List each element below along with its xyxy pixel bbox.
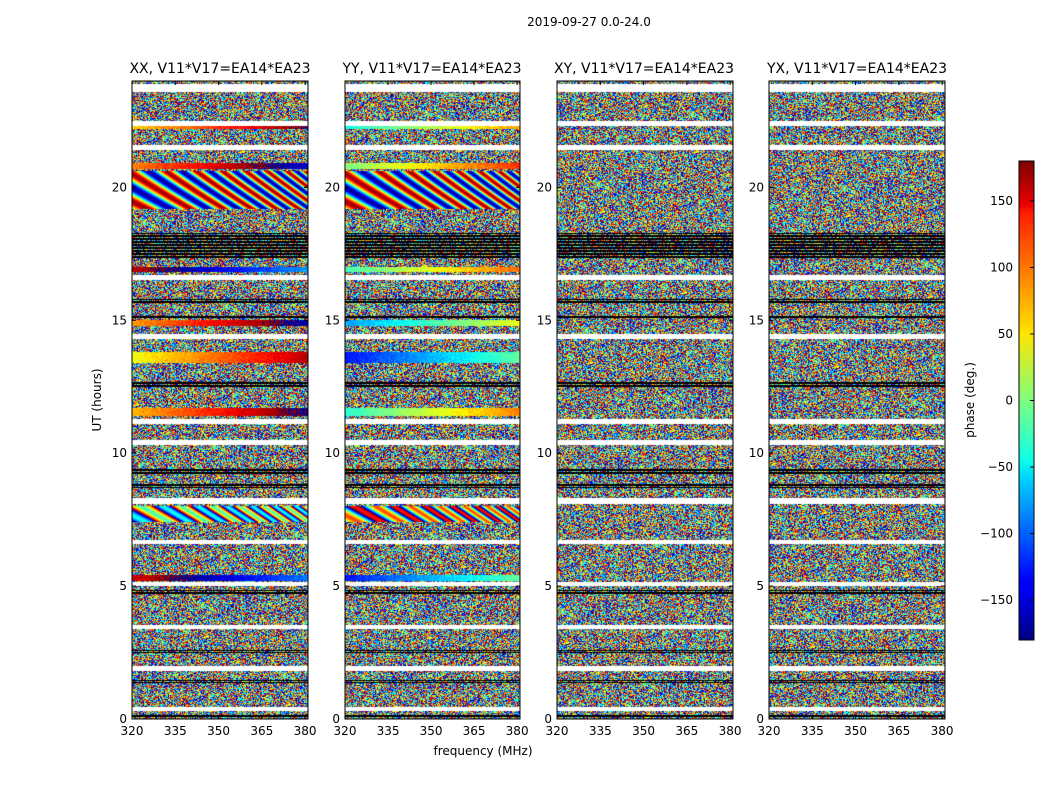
panel-title: XY, V11*V17=EA14*EA23 [554,61,734,77]
heatmap-yy [345,81,520,719]
y-axis-label: UT (hours) [90,368,104,431]
y-tick-label: 20 [325,180,340,194]
x-tick-label: 320 [758,724,781,738]
colorbar-tick-label: 150 [990,194,1013,208]
x-tick-label: 335 [164,724,187,738]
colorbar-tick-label: 100 [990,260,1013,274]
x-ticks: 320 335 350 365 380 [758,81,954,738]
y-tick-label: 20 [112,180,127,194]
y-tick-label: 20 [537,180,552,194]
panel-title: XX, V11*V17=EA14*EA23 [129,61,310,77]
x-tick-label: 365 [250,724,273,738]
y-tick-label: 15 [112,313,127,327]
x-tick-label: 365 [463,724,486,738]
colorbar-tick-label: −50 [988,460,1013,474]
x-tick-label: 350 [207,724,230,738]
y-tick-label: 0 [332,712,340,726]
y-tick-label: 0 [544,712,552,726]
y-tick-label: 0 [756,712,764,726]
heatmap-xx [132,81,308,719]
y-tick-label: 10 [112,446,127,460]
y-tick-label: 5 [119,579,127,593]
x-tick-label: 380 [294,724,317,738]
x-tick-label: 365 [887,724,910,738]
panel-xy: XY, V11*V17=EA14*EA23 320 335 350 365 380 0 5… [537,61,742,738]
x-tick-label: 380 [506,724,529,738]
panel-yx: YX, V11*V17=EA14*EA23 320 335 350 365 380 0 5… [749,61,954,738]
x-tick-label: 335 [377,724,400,738]
colorbar-label: phase (deg.) [963,362,977,438]
y-tick-label: 0 [119,712,127,726]
axes-frame [344,80,521,720]
x-tick-label: 320 [121,724,144,738]
y-tick-label: 20 [749,180,764,194]
axes-frame [131,80,309,720]
colorbar-tick-label: 0 [1005,394,1013,408]
y-ticks: 0 5 10 15 20 [537,180,733,726]
y-tick-label: 10 [537,446,552,460]
figure-suptitle: 2019-09-27 0.0-24.0 [527,15,651,29]
colorbar-ticks: −150 −100 −50 0 50 100 150 [980,194,1034,607]
panel-yy: YY, V11*V17=EA14*EA23 320 335 350 365 380 0 5… [325,61,529,738]
y-ticks: 0 5 10 15 20 [749,180,945,726]
x-axis-label: frequency (MHz) [433,744,532,758]
y-tick-label: 5 [332,579,340,593]
y-tick-label: 5 [756,579,764,593]
colorbar-tick-label: −100 [980,527,1013,541]
x-tick-label: 320 [334,724,357,738]
y-tick-label: 10 [325,446,340,460]
y-tick-label: 10 [749,446,764,460]
x-tick-label: 320 [546,724,569,738]
axes-frame [556,80,734,720]
y-ticks: 0 5 10 15 20 [325,180,520,726]
y-tick-label: 15 [749,313,764,327]
heatmap-xy [557,81,733,719]
panel-xx: XX, V11*V17=EA14*EA23 320 335 350 365 380 0 5… [112,61,317,738]
y-tick-label: 15 [537,313,552,327]
x-tick-label: 350 [420,724,443,738]
x-tick-label: 335 [801,724,824,738]
panel-title: YY, V11*V17=EA14*EA23 [342,61,522,77]
x-tick-label: 365 [675,724,698,738]
y-tick-label: 15 [325,313,340,327]
axes-frame [768,80,946,720]
x-ticks: 320 335 350 365 380 [546,81,742,738]
x-tick-label: 335 [589,724,612,738]
y-tick-label: 5 [544,579,552,593]
x-tick-label: 350 [844,724,867,738]
colorbar: −150 −100 −50 0 50 100 150 phase (deg.) [963,160,1035,641]
x-ticks: 320 335 350 365 380 [334,81,529,738]
colorbar-tick-label: 50 [998,327,1013,341]
y-ticks: 0 5 10 15 20 [112,180,308,726]
panel-title: YX, V11*V17=EA14*EA23 [766,61,947,77]
x-tick-label: 380 [719,724,742,738]
x-ticks: 320 335 350 365 380 [121,81,317,738]
x-tick-label: 380 [931,724,954,738]
x-tick-label: 350 [632,724,655,738]
heatmap-yx [769,81,945,719]
colorbar-tick-label: −150 [980,593,1013,607]
